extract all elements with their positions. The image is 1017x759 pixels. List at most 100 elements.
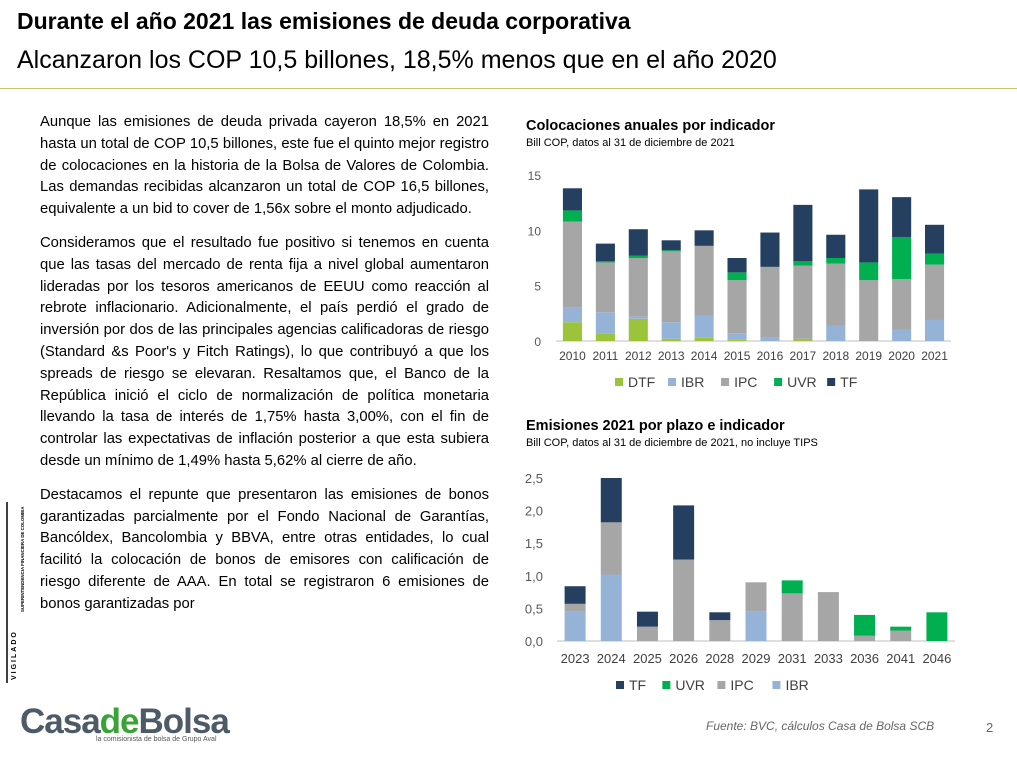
bar-segment-dtf — [595, 333, 615, 341]
slide-title: Durante el año 2021 las emisiones de deu… — [17, 8, 631, 34]
bar-segment-tf — [673, 505, 695, 560]
superintendencia-text: SUPERINTENDENCIA FINANCIERA DE COLOMBIA — [20, 506, 25, 612]
slide-subtitle: Alcanzaron los COP 10,5 billones, 18,5% … — [17, 46, 777, 74]
y-tick-label: 5 — [534, 280, 541, 294]
bar-segment-dtf — [793, 338, 813, 341]
bar-segment-uvr — [892, 236, 912, 280]
vigilado-text: VIGILADO — [11, 630, 18, 680]
x-tick-label: 2046 — [922, 651, 951, 666]
bar-segment-tf — [727, 258, 747, 273]
bar-segment-ibr — [760, 337, 780, 341]
bar-segment-tf — [826, 234, 846, 258]
bar-segment-uvr — [859, 262, 879, 281]
bar-segment-ibr — [694, 315, 714, 338]
legend-label-ipc: IPC — [730, 677, 753, 693]
legend-label-ibr: IBR — [785, 677, 808, 693]
bar-segment-ipc — [727, 280, 747, 334]
y-tick-label: 1,0 — [525, 569, 543, 584]
x-tick-label: 2018 — [822, 349, 849, 363]
x-tick-label: 2013 — [658, 349, 685, 363]
chart1-title: Colocaciones anuales por indicador — [526, 118, 775, 134]
bar-segment-ipc — [636, 626, 658, 641]
bar-segment-ibr — [661, 322, 681, 339]
paragraph-3: Destacamos el repunte que presentaron la… — [40, 486, 489, 612]
x-tick-label: 2015 — [724, 349, 751, 363]
bar-segment-ipc — [826, 263, 846, 326]
bar-segment-ipc — [781, 593, 803, 641]
bar-segment-uvr — [890, 626, 912, 631]
y-tick-label: 0,5 — [525, 601, 543, 616]
x-tick-label: 2023 — [561, 651, 590, 666]
legend-swatch-ipc — [717, 681, 726, 689]
legend-swatch-uvr — [774, 378, 783, 386]
x-tick-label: 2016 — [757, 349, 784, 363]
bar-segment-uvr — [661, 250, 681, 252]
y-tick-label: 2,5 — [525, 471, 543, 486]
bar-segment-tf — [694, 230, 714, 246]
vigilado-seal: VIGILADO SUPERINTENDENCIA FINANCIERA DE … — [6, 502, 25, 683]
bar-segment-ipc — [854, 635, 876, 641]
legend-swatch-ibr — [668, 378, 677, 386]
x-tick-label: 2019 — [855, 349, 882, 363]
bar-segment-ibr — [727, 333, 747, 340]
legend-label-uvr: UVR — [787, 374, 817, 390]
bar-segment-tf — [760, 232, 780, 267]
body-text: Aunque las emisiones de deuda privada ca… — [40, 112, 489, 628]
x-tick-label: 2020 — [888, 349, 915, 363]
legend-swatch-ibr — [772, 681, 781, 689]
bar-segment-tf — [859, 189, 879, 263]
bar-segment-ipc — [600, 522, 622, 575]
legend-label-ibr: IBR — [681, 374, 704, 390]
bar-segment-tf — [793, 204, 813, 262]
legend-label-uvr: UVR — [675, 677, 705, 693]
bar-segment-tf — [595, 243, 615, 262]
bar-segment-uvr — [854, 614, 876, 636]
casadebolsa-logo: CasadeBolsa la comisionista de bolsa de … — [20, 702, 230, 743]
bar-segment-uvr — [826, 258, 846, 264]
y-tick-label: 0,0 — [525, 634, 543, 649]
x-tick-label: 2010 — [559, 349, 586, 363]
legend-swatch-ipc — [721, 378, 730, 386]
bar-segment-uvr — [924, 253, 945, 265]
bar-segment-ibr — [628, 316, 648, 319]
x-tick-label: 2041 — [886, 651, 915, 666]
bar-segment-tf — [924, 224, 945, 254]
bar-segment-ipc — [760, 266, 780, 338]
bar-segment-ipc — [924, 264, 945, 320]
logo-tagline: la comisionista de bolsa de Grupo Aval — [96, 736, 217, 743]
bar-segment-ibr — [600, 574, 622, 641]
bar-segment-uvr — [781, 580, 803, 594]
x-tick-label: 2029 — [742, 651, 771, 666]
bar-segment-ibr — [924, 319, 945, 341]
bar-segment-ipc — [793, 265, 813, 339]
bar-segment-ibr — [564, 611, 586, 641]
bar-segment-tf — [709, 612, 731, 621]
bar-segment-tf — [628, 229, 648, 256]
chart1-subtitle: Bill COP, datos al 31 de diciembre de 20… — [526, 137, 735, 149]
bar-segment-ipc — [562, 221, 583, 308]
chart2-title: Emisiones 2021 por plazo e indicador — [526, 418, 785, 434]
y-tick-label: 0 — [534, 335, 541, 349]
bar-segment-ipc — [892, 279, 912, 330]
bar-segment-tf — [636, 611, 658, 627]
x-tick-label: 2031 — [778, 651, 807, 666]
bar-segment-ipc — [859, 280, 879, 341]
logo-wordmark: CasadeBolsa — [20, 702, 230, 741]
bar-segment-ibr — [595, 312, 615, 334]
bar-segment-dtf — [628, 318, 648, 341]
bar-segment-uvr — [793, 261, 813, 266]
bar-segment-ipc — [661, 251, 681, 323]
legend-swatch-uvr — [662, 681, 671, 689]
x-tick-label: 2026 — [669, 651, 698, 666]
bar-segment-tf — [562, 188, 583, 211]
x-tick-label: 2033 — [814, 651, 843, 666]
bar-segment-ipc — [595, 262, 615, 313]
bar-segment-dtf — [661, 338, 681, 341]
bar-segment-dtf — [562, 322, 583, 341]
bar-segment-tf — [600, 478, 622, 523]
y-tick-label: 10 — [528, 224, 542, 238]
legend-swatch-tf — [616, 681, 624, 689]
bar-segment-ipc — [564, 603, 586, 612]
